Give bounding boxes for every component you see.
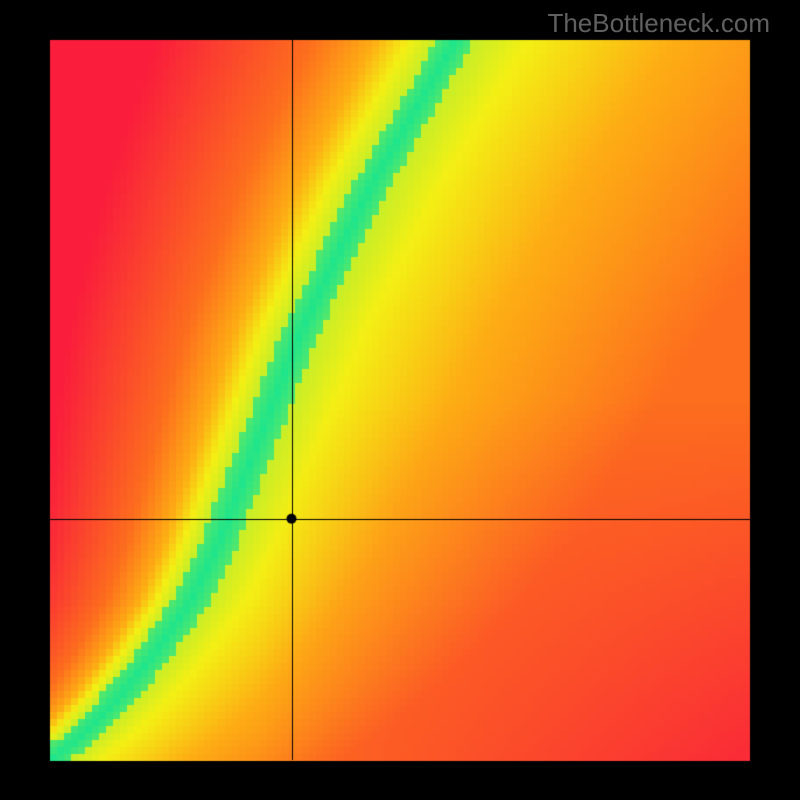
watermark-text: TheBottleneck.com: [547, 8, 770, 39]
heatmap-canvas: [0, 0, 800, 800]
chart-container: TheBottleneck.com: [0, 0, 800, 800]
